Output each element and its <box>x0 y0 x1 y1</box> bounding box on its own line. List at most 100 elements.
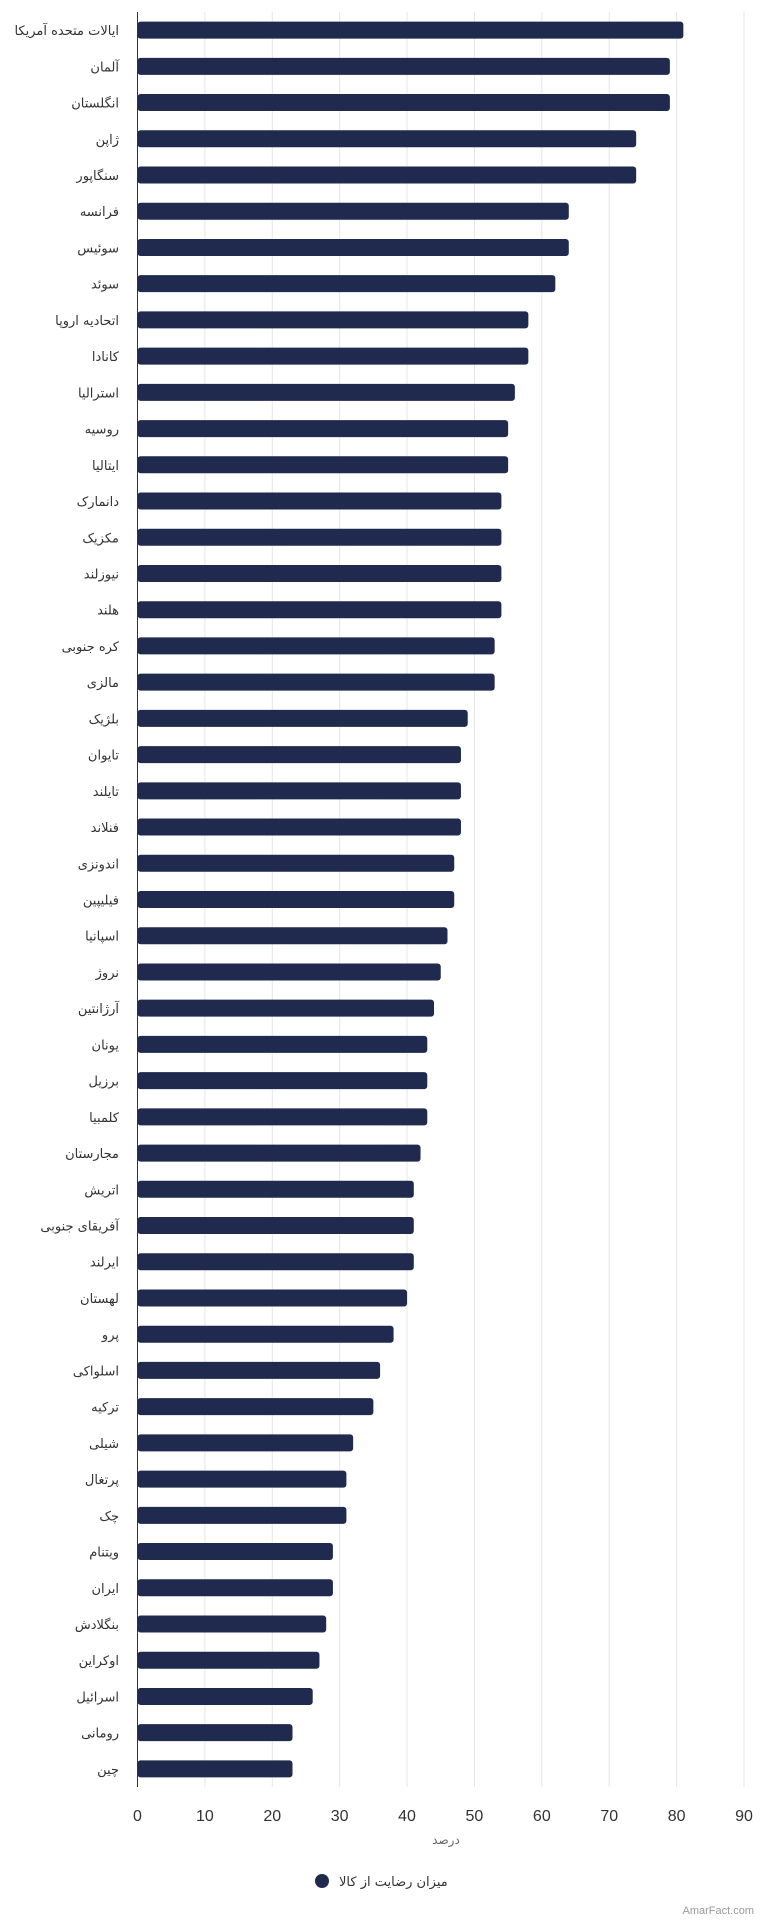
bar[interactable] <box>137 311 529 329</box>
bar[interactable] <box>137 1180 414 1198</box>
category-label: تایلند <box>93 785 120 800</box>
bar[interactable] <box>137 1035 428 1053</box>
bar[interactable] <box>137 1253 414 1271</box>
category-label: رومانی <box>81 1727 119 1742</box>
category-label: فنلاند <box>91 821 119 836</box>
bar[interactable] <box>137 1506 347 1524</box>
legend-label: میزان رضایت از کالا <box>339 1875 448 1890</box>
credit-link[interactable]: AmarFact.com <box>682 1905 754 1917</box>
bar[interactable] <box>137 1579 333 1597</box>
category-label: بلژیک <box>89 712 119 727</box>
bar[interactable] <box>137 21 684 39</box>
bar[interactable] <box>137 963 441 981</box>
bar[interactable] <box>137 1543 333 1561</box>
category-label: مجارستان <box>65 1147 119 1162</box>
category-label: پرتغال <box>85 1473 119 1488</box>
bar[interactable] <box>137 420 509 438</box>
category-label: هلند <box>97 604 119 619</box>
bar[interactable] <box>137 673 495 691</box>
category-label: کلمبیا <box>89 1111 120 1126</box>
category-label: کره جنوبی <box>62 640 120 655</box>
bar[interactable] <box>137 891 455 908</box>
x-tick-label: 90 <box>735 1808 753 1825</box>
bar[interactable] <box>137 1687 313 1705</box>
category-label: اسپانیا <box>85 930 119 945</box>
bar[interactable] <box>137 1217 414 1235</box>
x-tick-label: 30 <box>331 1808 349 1825</box>
category-label: سوئد <box>91 278 119 293</box>
bar[interactable] <box>137 818 461 836</box>
bar[interactable] <box>137 1724 293 1742</box>
x-tick-label: 50 <box>466 1808 484 1825</box>
bar[interactable] <box>137 383 515 401</box>
bar[interactable] <box>137 492 502 510</box>
category-label: ویتنام <box>89 1546 119 1561</box>
category-label: لهستان <box>80 1292 119 1307</box>
legend-marker <box>315 1874 329 1888</box>
bar[interactable] <box>137 238 569 256</box>
x-tick-labels: 0 10 20 30 40 50 60 70 80 90 <box>133 1808 753 1825</box>
category-label: آفریقای جنوبی <box>40 1218 120 1235</box>
bar[interactable] <box>137 1760 293 1778</box>
category-label: روسیه <box>85 423 119 438</box>
category-label: سنگاپور <box>75 168 119 184</box>
bar[interactable] <box>137 999 435 1017</box>
bar[interactable] <box>137 1398 374 1416</box>
bar[interactable] <box>137 1072 428 1090</box>
bar[interactable] <box>137 528 502 546</box>
bar[interactable] <box>137 130 637 148</box>
x-tick-label: 20 <box>263 1808 281 1825</box>
bar[interactable] <box>137 564 502 582</box>
category-label: چک <box>99 1509 119 1524</box>
bar[interactable] <box>137 347 529 365</box>
category-label: اتحادیه اروپا <box>55 314 119 329</box>
category-label: انگلستان <box>71 96 119 112</box>
bar[interactable] <box>137 202 569 220</box>
category-label: ژاپن <box>96 133 119 148</box>
bar[interactable] <box>137 1144 421 1162</box>
bar[interactable] <box>137 1289 408 1307</box>
bar[interactable] <box>137 275 556 293</box>
bar[interactable] <box>137 456 509 474</box>
category-label: ایالات متحده آمریکا <box>14 22 119 39</box>
x-tick-label: 70 <box>600 1808 618 1825</box>
x-axis-title: درصد <box>432 1833 460 1848</box>
category-label: نیوزلند <box>84 567 119 582</box>
category-label: ایرلند <box>90 1256 119 1271</box>
category-label: چین <box>97 1763 119 1778</box>
category-label: برزیل <box>88 1075 119 1090</box>
bar[interactable] <box>137 1108 428 1126</box>
category-label: نروژ <box>95 966 119 981</box>
bar[interactable] <box>137 709 468 727</box>
bar[interactable] <box>137 1651 320 1669</box>
category-label: یونان <box>92 1038 120 1053</box>
x-tick-label: 80 <box>668 1808 686 1825</box>
bar[interactable] <box>137 601 502 619</box>
bar[interactable] <box>137 57 670 75</box>
category-label: آلمان <box>90 58 120 75</box>
category-label: ترکیه <box>91 1401 119 1416</box>
legend[interactable]: میزان رضایت از کالا <box>315 1874 448 1890</box>
category-label: ایتالیا <box>92 459 119 474</box>
bars <box>137 21 684 1778</box>
bar[interactable] <box>137 782 461 800</box>
bar[interactable] <box>137 927 448 945</box>
bar[interactable] <box>137 94 670 112</box>
bar[interactable] <box>137 1434 354 1452</box>
bar[interactable] <box>137 637 495 655</box>
bar[interactable] <box>137 746 461 764</box>
x-tick-label: 10 <box>196 1808 214 1825</box>
bar[interactable] <box>137 1325 394 1343</box>
bar[interactable] <box>137 1361 381 1379</box>
grid-lines <box>204 12 745 1787</box>
category-label: اتریش <box>84 1183 119 1198</box>
bar[interactable] <box>137 1615 327 1633</box>
bar[interactable] <box>137 166 637 184</box>
x-tick-label: 60 <box>533 1808 551 1825</box>
bar[interactable] <box>137 854 455 872</box>
x-tick-label: 40 <box>398 1808 416 1825</box>
category-labels: ایالات متحده آمریکا آلمان انگلستان ژاپن سنگا… <box>14 22 120 1778</box>
bar[interactable] <box>137 1470 347 1488</box>
category-label: ایران <box>91 1582 119 1597</box>
